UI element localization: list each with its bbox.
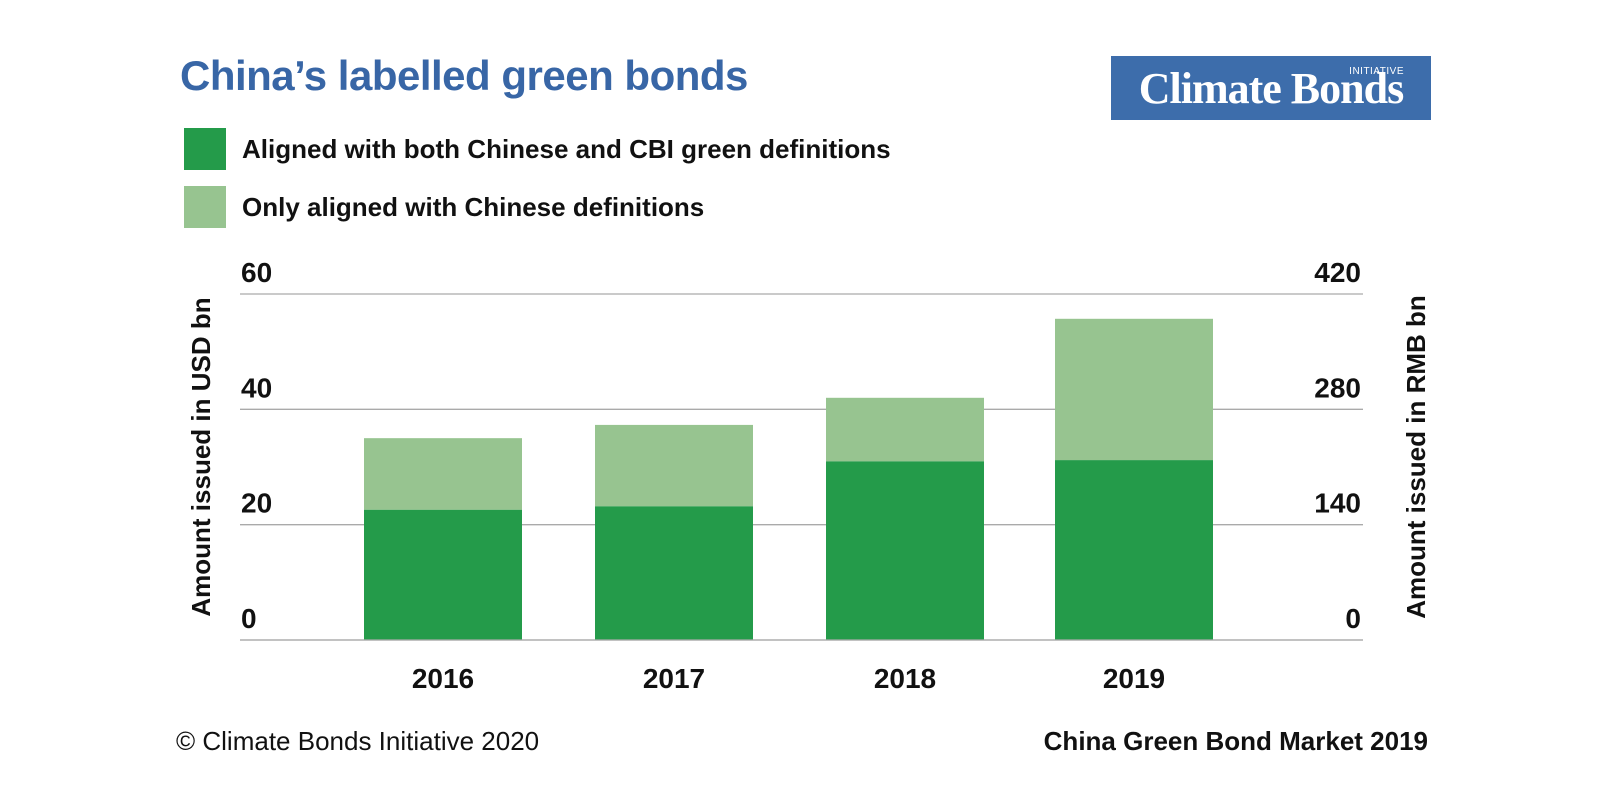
chart-title: China’s labelled green bonds <box>180 52 748 99</box>
report-name: China Green Bond Market 2019 <box>1043 726 1428 756</box>
chart-legend: Aligned with both Chinese and CBI green … <box>184 128 891 244</box>
legend-item-aligned: Aligned with both Chinese and CBI green … <box>184 128 891 170</box>
logo-text: Climate Bonds <box>1138 63 1404 113</box>
climate-bonds-logo: Climate Bonds INITIATIVE <box>1111 56 1431 120</box>
y-axis-title: Amount issued in USD bn <box>186 297 216 616</box>
y2-axis-title: Amount issued in RMB bn <box>1401 295 1431 619</box>
x-tick-label: 2016 <box>412 663 474 694</box>
legend-swatch-aligned <box>184 128 226 170</box>
bar-chinese-only-2019 <box>1055 318 1213 461</box>
y2-tick-label: 280 <box>1314 372 1361 403</box>
x-tick-label: 2019 <box>1103 663 1165 694</box>
y-tick-label: 0 <box>241 603 257 634</box>
bar-chinese-only-2017 <box>595 424 753 507</box>
y-tick-label: 20 <box>241 488 272 519</box>
bar-chinese-only-2016 <box>364 438 522 510</box>
y2-tick-label: 420 <box>1314 257 1361 288</box>
y2-tick-label: 0 <box>1345 603 1361 634</box>
copyright-notice: © Climate Bonds Initiative 2020 <box>176 726 540 756</box>
y-tick-label: 60 <box>241 257 272 288</box>
legend-label-aligned: Aligned with both Chinese and CBI green … <box>242 133 891 164</box>
bar-aligned-2019 <box>1055 460 1213 640</box>
bar-aligned-2016 <box>364 509 522 640</box>
bar-chinese-only-2018 <box>826 397 984 462</box>
bar-aligned-2017 <box>595 506 753 640</box>
legend-item-chinese-only: Only aligned with Chinese definitions <box>184 186 891 228</box>
logo-subtext: INITIATIVE <box>1349 66 1404 77</box>
legend-label-chinese-only: Only aligned with Chinese definitions <box>242 191 705 222</box>
legend-swatch-chinese-only <box>184 186 226 228</box>
x-tick-label: 2018 <box>874 663 936 694</box>
y-tick-label: 40 <box>241 372 272 403</box>
y2-tick-label: 140 <box>1314 488 1361 519</box>
bar-aligned-2018 <box>826 461 984 640</box>
x-tick-label: 2017 <box>643 663 705 694</box>
